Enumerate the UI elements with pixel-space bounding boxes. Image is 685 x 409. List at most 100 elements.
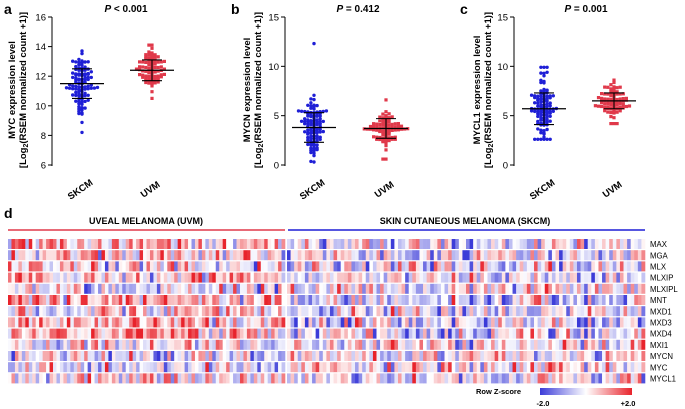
heatmap-cell [340, 362, 345, 373]
heatmap-cell [516, 328, 520, 339]
heatmap-cell [111, 272, 116, 283]
heatmap-cell [530, 239, 535, 249]
heatmap-cell [616, 362, 621, 373]
heatmap-cell [104, 351, 109, 361]
heatmap-cell [42, 250, 47, 261]
heatmap-cell [315, 351, 320, 361]
heatmap-cell [132, 295, 137, 305]
heatmap-cell [616, 328, 621, 339]
heatmap-cell [569, 261, 574, 272]
heatmap-cell [508, 306, 513, 317]
heatmap-cell [630, 295, 635, 305]
heatmap-cell [609, 239, 614, 249]
heatmap-cell [215, 351, 220, 361]
panel-b-point-skcm [318, 119, 322, 124]
heatmap-cell [455, 306, 460, 317]
heatmap-cell [476, 239, 481, 249]
heatmap-cell [208, 261, 213, 272]
heatmap-cell [184, 373, 189, 384]
heatmap-cell [181, 295, 185, 305]
heatmap-cell [347, 339, 352, 350]
panel-b-point-skcm [306, 114, 310, 118]
heatmap-cell [580, 373, 585, 384]
heatmap-cell [111, 250, 116, 261]
heatmap-cell [337, 362, 341, 373]
heatmap-cell [476, 272, 481, 283]
heatmap-cell [612, 295, 617, 305]
panel-b-point-skcm [309, 97, 313, 101]
heatmap-cell [548, 317, 553, 328]
heatmap-cell [32, 373, 36, 384]
panel-b-point-skcm [312, 142, 316, 146]
heatmap-cell [80, 261, 85, 272]
heatmap-cell [355, 306, 359, 317]
heatmap-cell [143, 362, 147, 373]
heatmap-cell [226, 250, 230, 261]
heatmap-cell [512, 362, 517, 373]
heatmap-cell [537, 283, 542, 294]
heatmap-cell [358, 351, 363, 361]
heatmap-cell [8, 261, 12, 272]
panel-letter-c: c [460, 1, 468, 17]
heatmap-cell [274, 306, 279, 317]
panel-c-point-skcm [539, 103, 543, 107]
heatmap-cell [319, 339, 324, 350]
heatmap-cell [319, 351, 324, 361]
heatmap-cell [312, 272, 316, 283]
heatmap-cell [329, 339, 334, 350]
heatmap-cell [534, 339, 538, 350]
heatmap-cell [104, 339, 109, 350]
heatmap-cell [426, 339, 431, 350]
heatmap-cell [437, 317, 442, 328]
heatmap-cell [333, 362, 338, 373]
heatmap-cell [32, 295, 36, 305]
panel-a-point-skcm [64, 86, 69, 90]
heatmap-cell [46, 317, 50, 328]
heatmap-cell [290, 351, 295, 361]
panel-b-point-skcm [303, 117, 307, 121]
heatmap-cell [623, 317, 628, 328]
panel-a-point-skcm [77, 85, 81, 89]
heatmap-cell [637, 339, 642, 350]
heatmap-cell [491, 362, 495, 373]
heatmap-cell [146, 239, 151, 249]
heatmap-cell [573, 250, 578, 261]
heatmap-cell [483, 317, 488, 328]
heatmap-cell [555, 351, 560, 361]
heatmap-cell [562, 295, 567, 305]
heatmap-cell [233, 306, 237, 317]
heatmap-cell [149, 351, 154, 361]
heatmap-cell [480, 261, 485, 272]
heatmap-cell [208, 339, 213, 350]
panel-c-point-skcm [533, 94, 537, 98]
heatmap-cell [14, 272, 19, 283]
heatmap-cell [21, 261, 26, 272]
heatmap-cell [566, 261, 571, 272]
heatmap-cell [108, 306, 113, 317]
heatmap-cell [281, 328, 286, 339]
heatmap-cell [108, 261, 113, 272]
heatmap-cell [358, 317, 363, 328]
heatmap-cell [505, 373, 510, 384]
heatmap-cell [46, 351, 50, 361]
heatmap-cell [594, 272, 599, 283]
heatmap-cell [53, 306, 57, 317]
heatmap-cell [623, 272, 628, 283]
heatmap-cell [94, 250, 99, 261]
heatmap-cell [344, 250, 349, 261]
heatmap-cell [271, 250, 275, 261]
heatmap-cell [294, 239, 299, 249]
heatmap-cell [602, 339, 606, 350]
heatmap-cell [32, 261, 36, 272]
heatmap-cell [181, 317, 185, 328]
heatmap-cell [53, 283, 57, 294]
heatmap-cell [448, 250, 452, 261]
heatmap-cell [498, 373, 503, 384]
heatmap-cell [222, 339, 227, 350]
heatmap-cell [394, 306, 399, 317]
heatmap-cell [25, 317, 30, 328]
heatmap-cell [480, 373, 485, 384]
heatmap-cell [637, 295, 642, 305]
panel-b-point-uvm [378, 129, 382, 133]
heatmap-cell [246, 306, 251, 317]
